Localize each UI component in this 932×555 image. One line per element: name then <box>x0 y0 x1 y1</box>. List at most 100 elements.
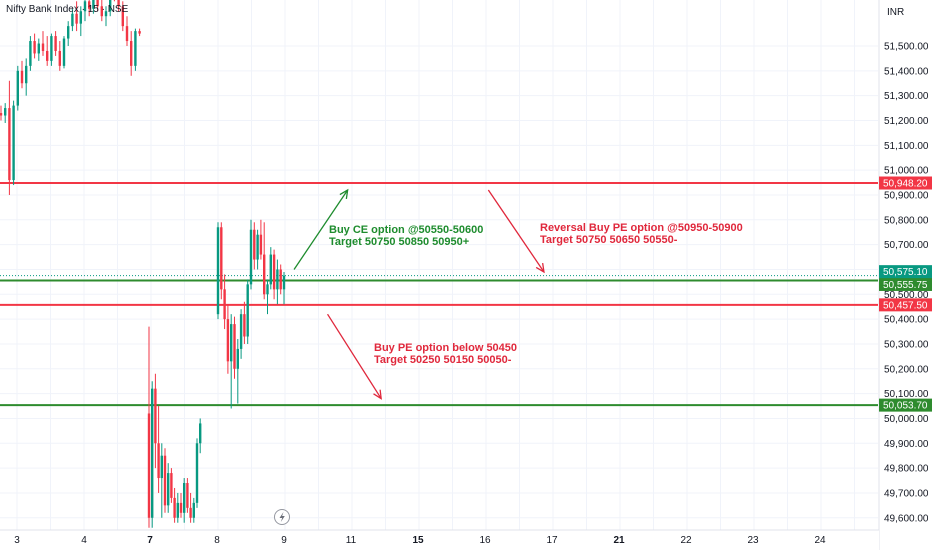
x-tick-label: 22 <box>680 535 692 546</box>
candle-body <box>282 275 286 290</box>
candle-body <box>25 65 28 84</box>
candle-body <box>279 269 282 290</box>
y-tick-label: 49,700.00 <box>884 488 929 499</box>
price-tag <box>879 298 932 312</box>
y-tick-label: 51,200.00 <box>884 116 929 127</box>
candle-body <box>189 507 192 518</box>
candle-body <box>269 254 272 285</box>
candle-body <box>33 41 36 54</box>
candle-body <box>253 229 256 260</box>
x-tick-label: 24 <box>814 535 826 546</box>
annotation-arrow <box>327 313 382 399</box>
y-tick-label: 50,700.00 <box>884 240 929 251</box>
candle-body <box>160 455 163 479</box>
price-tag-label: 50,457.50 <box>883 300 928 311</box>
candle-body <box>37 43 40 54</box>
y-tick-label: 51,500.00 <box>884 42 929 53</box>
candle-body <box>199 423 202 444</box>
candle-body <box>50 36 53 61</box>
candle-body <box>67 26 70 39</box>
annotation-arrowhead <box>339 188 349 200</box>
y-tick-label: 51,300.00 <box>884 91 929 102</box>
candle-body <box>121 6 124 27</box>
candle-body <box>246 284 249 337</box>
candle-body <box>20 70 24 84</box>
y-tick-label: 49,900.00 <box>884 439 929 450</box>
candle-body <box>249 229 253 285</box>
candle-body <box>117 0 120 7</box>
candle-body <box>75 13 78 24</box>
candle-body <box>256 234 259 260</box>
candle-body <box>62 38 66 66</box>
candle-body <box>4 108 7 116</box>
y-tick-label: 49,800.00 <box>884 464 929 475</box>
x-tick-label: 7 <box>147 535 153 546</box>
y-tick-label: 50,500.00 <box>884 290 929 301</box>
candle-body <box>46 50 49 61</box>
candle-body <box>263 254 266 295</box>
grid-layer <box>0 0 878 530</box>
candle-body <box>12 105 15 181</box>
x-tick-label: 11 <box>346 535 357 546</box>
y-tick-label: 51,400.00 <box>884 66 929 77</box>
chart-title: Nifty Bank Index · 15 · NSE <box>6 4 129 15</box>
y-tick-label: 50,800.00 <box>884 215 929 226</box>
candle-body <box>147 413 151 518</box>
candle-body <box>276 269 279 290</box>
annotation-text: Buy CE option @50550-50600 <box>329 224 483 236</box>
annotation-arrowhead <box>535 262 545 274</box>
candle-body <box>259 234 263 255</box>
candle-body <box>109 0 112 12</box>
candle-body <box>41 43 45 51</box>
y-tick-label: 51,100.00 <box>884 141 929 152</box>
x-tick-label: 21 <box>613 535 625 546</box>
y-tick-label: 50,200.00 <box>884 364 929 375</box>
price-tag <box>879 265 932 279</box>
candle-body <box>134 31 137 66</box>
candle-body <box>58 50 61 66</box>
annotation-text: Buy PE option below 50450 <box>374 342 517 354</box>
candle-body <box>54 36 57 51</box>
candle-body <box>92 0 95 9</box>
y-tick-label: 50,300.00 <box>884 339 929 350</box>
annotation-arrow <box>487 189 545 273</box>
price-tag <box>879 398 932 412</box>
candle-body <box>216 227 220 315</box>
candle-body <box>71 13 74 27</box>
candle-body <box>243 314 246 337</box>
lightning-bolt-icon[interactable] <box>274 509 290 525</box>
candle-body <box>230 324 233 362</box>
x-tick-label: 4 <box>81 535 87 546</box>
candle-body <box>192 502 195 518</box>
candle-body <box>130 41 133 66</box>
candle-body <box>170 473 173 498</box>
y-tick-label: 50,100.00 <box>884 389 929 400</box>
candle-body <box>239 314 243 349</box>
candles <box>0 0 286 528</box>
candle-body <box>183 483 186 513</box>
annotation-text: Reversal Buy PE option @50950-50900 <box>540 222 743 234</box>
price-tag-label: 50,053.70 <box>883 401 928 412</box>
time-axis: 3 4 7 8 9 11 15 16 17 21 22 23 24 <box>0 509 879 550</box>
candle-body <box>88 1 91 9</box>
candle-body <box>138 31 141 34</box>
horizontal-levels <box>0 182 878 407</box>
candle-body <box>220 227 223 290</box>
candle-body <box>272 254 276 290</box>
currency-label[interactable]: INR <box>887 7 905 18</box>
candle-body <box>195 443 199 503</box>
candle-body <box>83 1 87 12</box>
annotation-text: Target 50750 50850 50950+ <box>329 236 469 248</box>
annotation-text: Target 50250 50150 50050- <box>374 354 512 366</box>
bolt-glyph <box>279 512 285 522</box>
candle-body <box>79 11 82 24</box>
candle-body <box>167 473 170 506</box>
x-tick-label: 17 <box>546 535 558 546</box>
candle-body <box>104 11 108 17</box>
x-tick-label: 15 <box>412 535 424 546</box>
candle-body <box>29 41 32 66</box>
candle-body <box>151 388 154 518</box>
